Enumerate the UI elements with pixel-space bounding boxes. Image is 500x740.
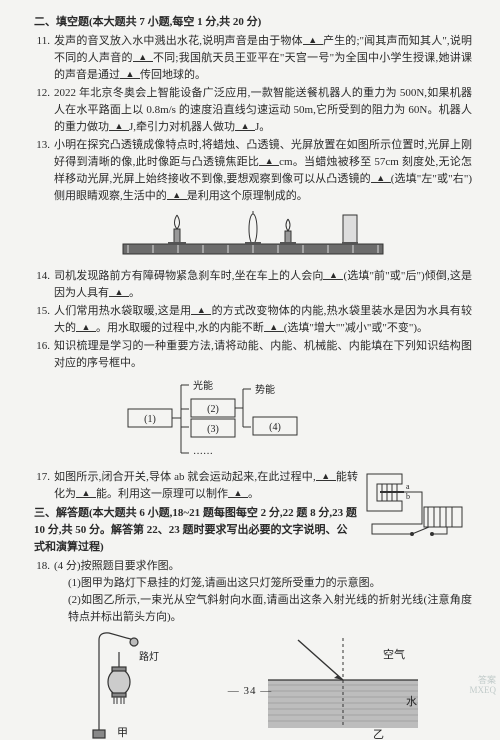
- blank: [167, 188, 187, 200]
- blank: [235, 119, 255, 131]
- q16-body: 知识梳理是学习的一种重要方法,请将动能、内能、机械能、内能填在下列知识结构图对应…: [54, 338, 472, 372]
- q11: 11. 发声的音叉放入水中溅出水花,说明声音是由于物体产生的;"闻其声而知其人"…: [34, 33, 472, 84]
- q16-t1: 知识梳理是学习的一种重要方法,请将动能、内能、机械能、内能填在下列知识结构图对应…: [54, 340, 472, 369]
- q11-num: 11.: [34, 33, 54, 84]
- blank: [303, 33, 323, 45]
- q17-t1: 如图所示,闭合开关,导体 ab 就会运动起来,在此过程中,: [54, 471, 316, 483]
- q16-a: 光能: [193, 379, 213, 392]
- q18-lamp-label: 路灯: [139, 650, 159, 663]
- wm1: 答案: [478, 675, 496, 685]
- q13-body: 小明在探究凸透镜成像特点时,将蜡烛、凸透镜、光屏放置在如图所示位置时,光屏上刚好…: [54, 137, 472, 205]
- q17-figure: a b: [362, 469, 472, 541]
- svg-text:a: a: [406, 482, 410, 491]
- q15-num: 15.: [34, 303, 54, 337]
- q17: 17. 如图所示,闭合开关,导体 ab 就会运动起来,在此过程中,能转化为能。利…: [34, 469, 358, 503]
- q15-t1: 人们常用热水袋取暖,这是用: [54, 305, 191, 317]
- q18-num: 18.: [34, 558, 54, 626]
- q11-t1: 发声的音叉放入水中溅出水花,说明声音是由于物体: [54, 35, 303, 47]
- q17-t3: 能。利用这一原理可以制作: [96, 488, 228, 500]
- blank: [76, 486, 96, 498]
- watermark: 答案 MXEQ: [470, 676, 497, 696]
- blank: [228, 486, 248, 498]
- q12-body: 2022 年北京冬奥会上智能设备广泛应用,一款智能送餐机器人的重力为 500N,…: [54, 85, 472, 136]
- q15-t3: 。用水取暖的过程中,水的内能不断: [96, 322, 264, 334]
- q13-figure: [34, 209, 472, 264]
- q12-t3: J。: [255, 121, 270, 133]
- q13-t4: 是利用这个原理制成的。: [187, 190, 308, 202]
- q17-num: 17.: [34, 469, 54, 503]
- blank: [109, 285, 129, 297]
- q16-dots: ······: [193, 449, 213, 460]
- q18: 18. (4 分)按照题目要求作图。 (1)图甲为路灯下悬挂的灯笼,请画出这只灯…: [34, 558, 472, 626]
- q14-t1: 司机发现路前方有障碍物紧急刹车时,坐在车上的人会向: [54, 270, 323, 282]
- q16-n3: (3): [207, 424, 219, 435]
- blank: [109, 119, 129, 131]
- q13: 13. 小明在探究凸透镜成像特点时,将蜡烛、凸透镜、光屏放置在如图所示位置时,光…: [34, 137, 472, 205]
- q16-b: 势能: [255, 383, 275, 396]
- q12-num: 12.: [34, 85, 54, 136]
- q14-body: 司机发现路前方有障碍物紧急刹车时,坐在车上的人会向(选填"前"或"后")倾倒,这…: [54, 268, 472, 302]
- q18-jia-label: 甲: [117, 727, 128, 739]
- blank: [76, 320, 96, 332]
- section2-title: 二、填空题(本大题共 7 小题,每空 1 分,共 20 分): [34, 14, 472, 31]
- q18-yi-label: 乙: [373, 728, 384, 740]
- q16: 16. 知识梳理是学习的一种重要方法,请将动能、内能、机械能、内能填在下列知识结…: [34, 338, 472, 372]
- q16-n1: (1): [144, 414, 156, 425]
- q16-figure: (1) 光能 (2) (3) ······ 势能 (4): [34, 375, 472, 465]
- blank: [259, 154, 279, 166]
- q17-body: 如图所示,闭合开关,导体 ab 就会运动起来,在此过程中,能转化为能。利用这一原…: [54, 469, 358, 503]
- q18-s2: (2)如图乙所示,一束光从空气斜射向水面,请画出这条入射光线的折射光线(注意角度…: [54, 592, 472, 626]
- blank: [371, 171, 391, 183]
- q12-t2: J,牵引力对机器人做功: [129, 121, 235, 133]
- svg-text:b: b: [406, 492, 410, 501]
- q16-n2: (2): [207, 404, 219, 415]
- q16-n4: (4): [269, 422, 281, 433]
- blank: [264, 320, 284, 332]
- q18-body: (4 分)按照题目要求作图。 (1)图甲为路灯下悬挂的灯笼,请画出这只灯笼所受重…: [54, 558, 472, 626]
- q18-t1: (4 分)按照题目要求作图。: [54, 558, 472, 575]
- q15-body: 人们常用热水袋取暖,这是用的方式改变物体的内能,热水袋里装水是因为水具有较大的。…: [54, 303, 472, 337]
- q16-num: 16.: [34, 338, 54, 372]
- q17-wrap: a b 17. 如图所示,闭合开关,导体 ab 就会运动起来,在此过程中,能转化…: [34, 469, 472, 558]
- q15-t4: (选填"增大""减小"或"不变")。: [284, 322, 428, 334]
- blank: [323, 268, 343, 280]
- q18-air-label: 空气: [383, 647, 405, 661]
- q13-num: 13.: [34, 137, 54, 205]
- blank: [191, 303, 211, 315]
- q11-t4: 传回地球的。: [140, 69, 206, 81]
- wm2: MXEQ: [470, 685, 497, 695]
- q17-t4: 。: [248, 488, 259, 500]
- q11-body: 发声的音叉放入水中溅出水花,说明声音是由于物体产生的;"闻其声而知其人",说明不…: [54, 33, 472, 84]
- q18-s1: (1)图甲为路灯下悬挂的灯笼,请画出这只灯笼所受重力的示意图。: [54, 575, 472, 592]
- q14-num: 14.: [34, 268, 54, 302]
- page-number: — 34 —: [0, 683, 500, 700]
- q14-t3: 。: [129, 287, 140, 299]
- q14: 14. 司机发现路前方有障碍物紧急刹车时,坐在车上的人会向(选填"前"或"后")…: [34, 268, 472, 302]
- blank: [316, 469, 336, 481]
- blank: [120, 67, 140, 79]
- blank: [133, 50, 153, 62]
- q12: 12. 2022 年北京冬奥会上智能设备广泛应用,一款智能送餐机器人的重力为 5…: [34, 85, 472, 136]
- q15: 15. 人们常用热水袋取暖,这是用的方式改变物体的内能,热水袋里装水是因为水具有…: [34, 303, 472, 337]
